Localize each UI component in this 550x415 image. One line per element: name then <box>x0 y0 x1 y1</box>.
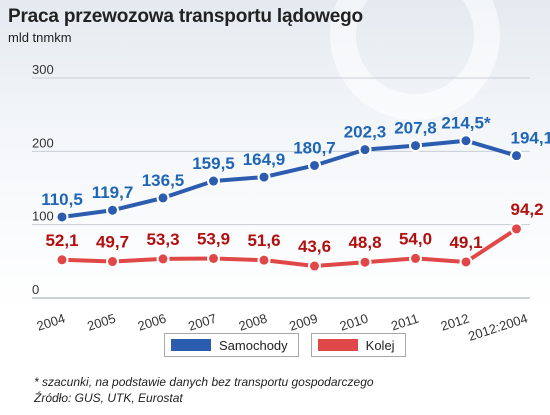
footnote: * szacunki, na podstawie danych bez tran… <box>34 374 374 406</box>
data-label-kolej-2011: 54,0 <box>399 229 432 248</box>
data-label-samochody-2012: 214,5* <box>441 114 491 133</box>
data-label-kolej-2007: 53,9 <box>197 229 230 248</box>
data-label-samochody-2006: 136,5 <box>142 171 185 190</box>
data-label-kolej-2012:2004: 94,2 <box>511 200 544 219</box>
data-label-samochody-2012:2004: 194,1* <box>511 129 550 148</box>
chart-unit: mld tnmkm <box>8 30 72 45</box>
data-label-samochody-2004: 110,5 <box>41 190 83 209</box>
data-point-samochody-2012:2004 <box>510 149 523 163</box>
data-point-samochody-2012 <box>459 134 473 148</box>
data-point-kolej-2006 <box>156 252 170 266</box>
data-label-samochody-2010: 202,3 <box>344 123 387 142</box>
legend-swatch-samochody <box>171 339 211 351</box>
data-point-kolej-2009 <box>308 259 321 273</box>
data-label-kolej-2008: 51,6 <box>247 231 280 250</box>
data-point-samochody-2006 <box>156 191 170 205</box>
data-point-kolej-2011 <box>409 251 422 265</box>
y-tick-label-100: 100 <box>32 209 54 224</box>
data-point-kolej-2010 <box>358 255 372 269</box>
data-point-samochody-2004 <box>55 210 69 224</box>
data-label-samochody-2005: 119,7 <box>92 183 134 202</box>
data-label-samochody-2008: 164,9 <box>243 150 286 169</box>
series-line-kolej <box>60 226 519 269</box>
x-tick-label-2004: 2004 <box>35 311 67 334</box>
chart-header: Praca przewozowa transportu lądowego mld… <box>8 6 363 45</box>
data-point-kolej-2004 <box>55 253 69 267</box>
x-tick-label-2011: 2011 <box>389 311 420 334</box>
data-point-samochody-2005 <box>106 203 119 217</box>
legend-item-kolej: Kolej <box>310 333 406 357</box>
data-point-kolej-2007 <box>207 251 220 265</box>
data-point-kolej-2008 <box>257 253 271 267</box>
data-label-samochody-2011: 207,8 <box>394 119 437 138</box>
data-point-samochody-2008 <box>257 170 271 184</box>
x-tick-label-2008: 2008 <box>237 311 269 334</box>
y-tick-label-300: 300 <box>32 62 54 77</box>
data-point-kolej-2012:2004 <box>510 222 523 236</box>
legend-label-kolej: Kolej <box>365 337 395 353</box>
x-tick-label-2007: 2007 <box>186 311 218 334</box>
data-point-samochody-2011 <box>409 139 422 153</box>
data-label-kolej-2012: 49,1 <box>449 233 482 252</box>
data-point-kolej-2005 <box>106 255 119 269</box>
data-point-samochody-2010 <box>358 143 372 157</box>
x-tick-label-2010: 2010 <box>338 311 370 334</box>
legend-label-samochody: Samochody <box>219 337 288 353</box>
chart-legend: Samochody Kolej <box>164 333 406 357</box>
data-label-kolej-2010: 48,8 <box>348 233 381 252</box>
footnote-source: Źródło: GUS, UTK, Eurostat <box>34 391 183 405</box>
chart-title: Praca przewozowa transportu lądowego <box>8 6 363 27</box>
x-tick-label-2009: 2009 <box>287 311 319 334</box>
data-label-kolej-2009: 43,6 <box>298 237 331 256</box>
x-tick-label-2012:2004: 2012:2004 <box>466 311 529 344</box>
series-line-samochody <box>60 138 519 219</box>
y-tick-label-200: 200 <box>32 135 54 150</box>
y-tick-label-0: 0 <box>32 282 39 297</box>
x-tick-label-2006: 2006 <box>136 311 168 334</box>
data-label-samochody-2009: 180,7 <box>293 138 336 157</box>
legend-item-samochody: Samochody <box>164 333 299 357</box>
footnote-note: * szacunki, na podstawie danych bez tran… <box>34 375 374 389</box>
data-label-kolej-2006: 53,3 <box>146 230 179 249</box>
x-tick-label-2005: 2005 <box>85 311 117 334</box>
data-label-samochody-2007: 159,5 <box>192 154 235 173</box>
data-point-samochody-2007 <box>207 174 220 188</box>
data-label-kolej-2005: 49,7 <box>96 233 129 252</box>
data-label-kolej-2004: 52,1 <box>45 231 78 250</box>
data-point-samochody-2009 <box>308 158 321 172</box>
legend-swatch-kolej <box>317 339 358 351</box>
data-point-kolej-2012 <box>459 255 473 269</box>
